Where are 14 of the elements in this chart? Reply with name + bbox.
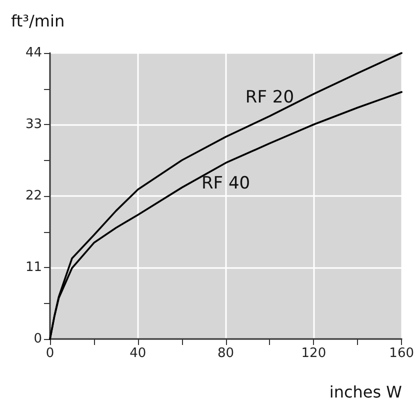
y-tick-label: 44 <box>25 46 42 60</box>
x-tick-label: 80 <box>218 346 234 361</box>
x-tick-label: 0 <box>46 346 54 361</box>
series-label: RF 40 <box>201 173 250 194</box>
y-tick-label: 0 <box>34 332 42 346</box>
x-axis-title: inches W <box>329 382 402 402</box>
series-label: RF 20 <box>245 88 294 108</box>
y-tick-label: 22 <box>25 188 42 204</box>
x-tick-label: 40 <box>130 346 146 361</box>
y-tick-label: 11 <box>25 260 42 275</box>
x-tick-label: 120 <box>301 346 326 361</box>
y-axis-title: ft³/min <box>11 12 65 30</box>
x-tick-label: 160 <box>389 346 414 361</box>
y-tick-label: 33 <box>25 117 42 132</box>
